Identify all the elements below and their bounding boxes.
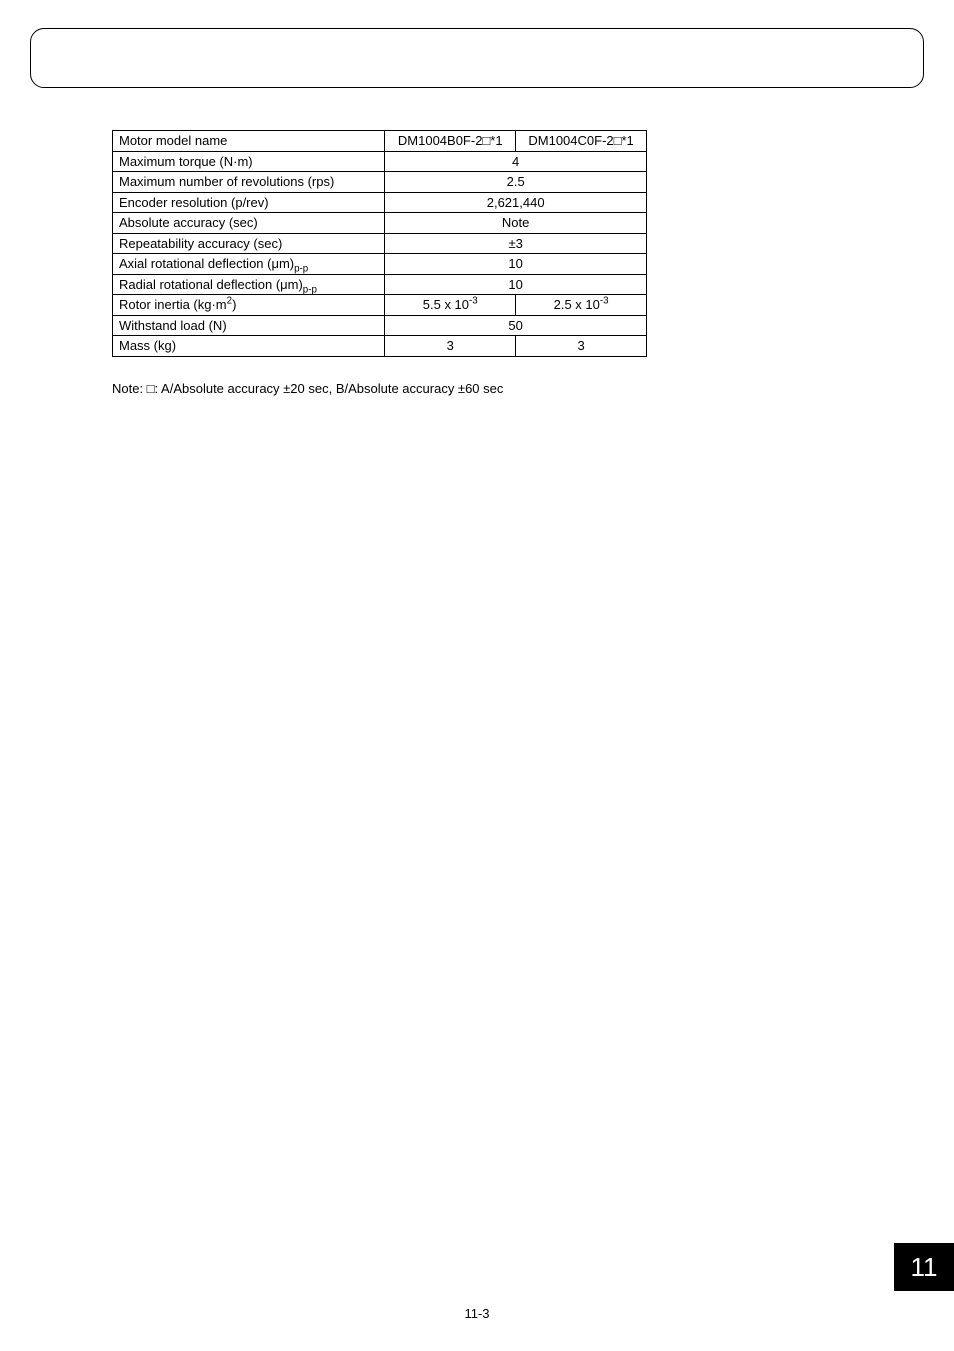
table-row: Maximum torque (N·m)4 (113, 151, 647, 172)
row-value: 50 (385, 315, 647, 336)
row-value: ±3 (385, 233, 647, 254)
row-value-1: 3 (385, 336, 516, 357)
table-row: Motor model nameDM1004B0F-2□*1DM1004C0F-… (113, 131, 647, 152)
page-footer: 11-3 (0, 1306, 954, 1321)
row-value-1: 5.5 x 10-3 (385, 295, 516, 316)
header-band (30, 28, 924, 88)
table-row: Rotor inertia (kg·m2)5.5 x 10-32.5 x 10-… (113, 295, 647, 316)
section-tab: 11 (894, 1243, 954, 1291)
table-row: Encoder resolution (p/rev)2,621,440 (113, 192, 647, 213)
row-label: Radial rotational deflection (μm)p-p (113, 274, 385, 295)
table-row: Radial rotational deflection (μm)p-p10 (113, 274, 647, 295)
row-value: 4 (385, 151, 647, 172)
content-area: Motor model nameDM1004B0F-2□*1DM1004C0F-… (112, 130, 647, 396)
row-value: 2,621,440 (385, 192, 647, 213)
row-value-1: DM1004B0F-2□*1 (385, 131, 516, 152)
row-value: 10 (385, 254, 647, 275)
row-value: 10 (385, 274, 647, 295)
row-label: Repeatability accuracy (sec) (113, 233, 385, 254)
table-row: Mass (kg)33 (113, 336, 647, 357)
row-label: Absolute accuracy (sec) (113, 213, 385, 234)
table-row: Repeatability accuracy (sec)±3 (113, 233, 647, 254)
row-label: Encoder resolution (p/rev) (113, 192, 385, 213)
table-row: Maximum number of revolutions (rps)2.5 (113, 172, 647, 193)
row-label: Maximum torque (N·m) (113, 151, 385, 172)
row-label: Mass (kg) (113, 336, 385, 357)
row-label: Motor model name (113, 131, 385, 152)
spec-table: Motor model nameDM1004B0F-2□*1DM1004C0F-… (112, 130, 647, 357)
table-row: Absolute accuracy (sec)Note (113, 213, 647, 234)
row-value-2: 2.5 x 10-3 (516, 295, 647, 316)
row-value: Note (385, 213, 647, 234)
row-value-2: DM1004C0F-2□*1 (516, 131, 647, 152)
row-value-2: 3 (516, 336, 647, 357)
table-row: Withstand load (N)50 (113, 315, 647, 336)
note-text: Note: □: A/Absolute accuracy ±20 sec, B/… (112, 381, 647, 396)
row-label: Maximum number of revolutions (rps) (113, 172, 385, 193)
row-label: Withstand load (N) (113, 315, 385, 336)
row-label: Rotor inertia (kg·m2) (113, 295, 385, 316)
row-value: 2.5 (385, 172, 647, 193)
table-row: Axial rotational deflection (μm)p-p10 (113, 254, 647, 275)
row-label: Axial rotational deflection (μm)p-p (113, 254, 385, 275)
